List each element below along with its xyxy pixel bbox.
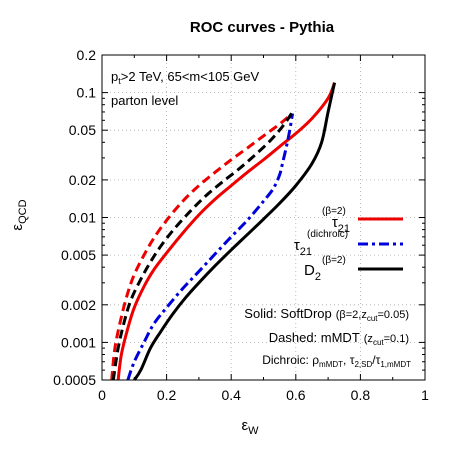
solid-annotation: Solid: SoftDrop (β=2,zcut=0.05) [244,306,409,323]
cut-annotation: pt>2 TeV, 65<m<105 GeV [111,69,259,86]
svg-text:(β=2): (β=2) [322,255,346,266]
x-tick-label: 1 [421,387,429,403]
y-tick-label: 0.001 [61,334,96,350]
y-tick-label: 0.2 [77,47,97,63]
y-tick-label: 0.0005 [53,372,96,388]
svg-text:(β=2): (β=2) [322,206,346,217]
svg-text:D2: D2 [304,262,321,283]
x-tick-label: 0 [98,387,106,403]
series-line-d2-softdrop [133,82,337,381]
chart-title: ROC curves - Pythia [190,19,335,36]
series-line-tau21-softdrop [116,82,336,381]
dashed-annotation: Dashed: mMDT (zcut=0.1) [269,330,409,347]
x-tick-label: 0.8 [351,387,371,403]
legend: τ21 (β=2) τ21 (dichroic) D2 (β=2) [294,206,403,283]
dichroic-annotation: Dichroic: ρmMDT, τ2,SD/τ1,mMDT [262,353,411,369]
x-tick-label: 0.2 [157,387,177,403]
svg-text:τ21: τ21 [332,214,350,235]
y-tick-label: 0.1 [77,85,97,101]
y-tick-label: 0.05 [69,122,96,138]
svg-text:(dichroic): (dichroic) [307,229,348,240]
legend-entry-tau21-softdrop: τ21 (β=2) [322,206,403,235]
legend-entry-tau21-dichroic: τ21 (dichroic) [294,229,403,258]
y-tick-label: 0.01 [69,210,96,226]
y-tick-label: 0.002 [61,297,96,313]
series-layer [110,82,337,381]
x-tick-label: 0.6 [286,387,306,403]
x-axis-label: εW [241,417,259,437]
y-tick-label: 0.02 [69,172,96,188]
level-annotation: parton level [111,93,178,108]
x-tick-label: 0.4 [221,387,241,403]
series-line-tau21-mmdt [110,114,291,381]
plot-frame [101,54,426,381]
legend-entry-d2-softdrop: D2 (β=2) [304,255,403,283]
y-axis-label: εQCD [9,199,29,230]
tick-labels-layer: 0 0.2 0.4 0.6 0.8 1 0.0005 0.001 0.002 0.005 0.01 0… [53,47,429,403]
y-tick-label: 0.005 [61,247,96,263]
svg-text:τ21: τ21 [294,237,312,258]
series-line-d2-mmdt [111,111,294,381]
series-line-tau21-dichroic [126,113,295,381]
